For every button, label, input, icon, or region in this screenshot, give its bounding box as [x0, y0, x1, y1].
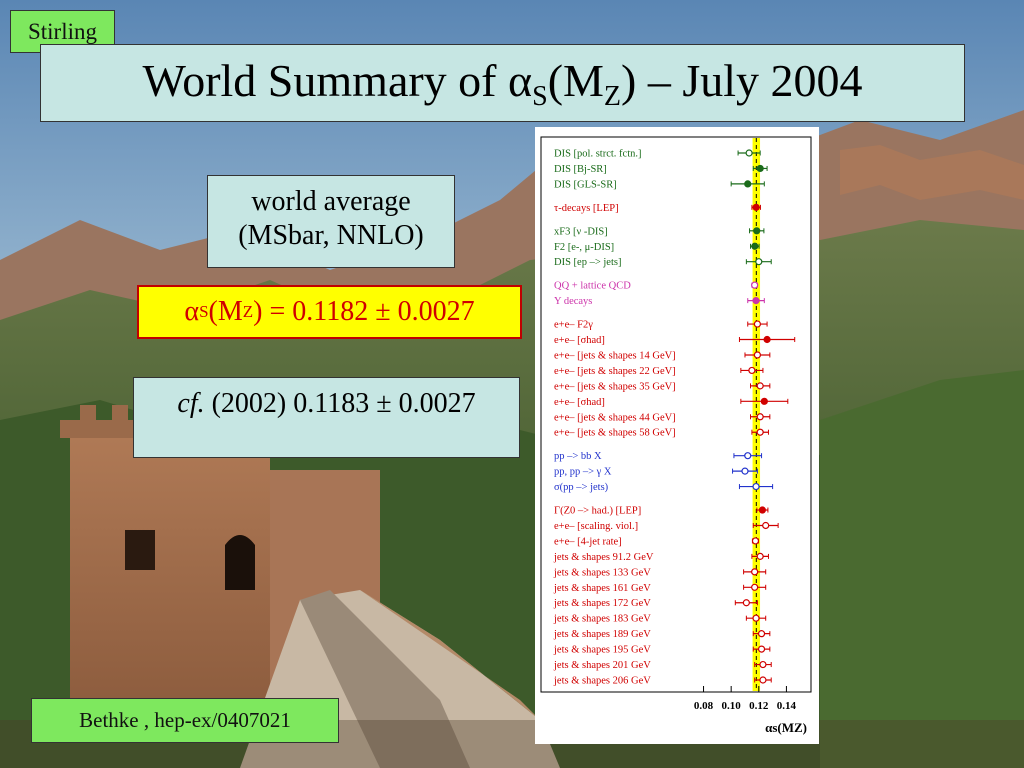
- cf-text: (2002) 0.1183 ± 0.0027: [204, 388, 476, 419]
- data-point: [748, 366, 756, 375]
- measurement-label: pp –> bb X: [554, 451, 602, 462]
- title-sub-s: S: [532, 80, 548, 112]
- page-title: World Summary of αS(MZ) – July 2004: [142, 54, 862, 113]
- x-tick-label: 0.10: [722, 700, 742, 712]
- value-sub-s: S: [199, 302, 209, 321]
- world-average-line2: (MSbar, NNLO): [238, 220, 424, 251]
- data-point: [756, 428, 764, 436]
- measurement-label: jets & shapes 201 GeV: [553, 660, 651, 671]
- measurement-label: e+e– [σhad]: [554, 335, 605, 346]
- data-point: [755, 258, 763, 266]
- data-point: [742, 599, 750, 607]
- data-point: [756, 164, 764, 173]
- measurement-label: xF3 [ν -DIS]: [554, 226, 608, 237]
- data-point: [753, 351, 762, 359]
- world-average-line1: world average: [251, 186, 411, 217]
- data-point: [751, 583, 759, 591]
- author-tag: Stirling: [10, 10, 115, 53]
- measurement-label: τ-decays [LEP]: [554, 203, 619, 214]
- x-tick-label: 0.14: [777, 700, 797, 712]
- measurement-label: DIS [ep –> jets]: [554, 257, 621, 268]
- data-point: [751, 242, 759, 250]
- title-prefix: World Summary of α: [142, 54, 533, 106]
- data-point: [744, 452, 752, 460]
- data-point: [741, 467, 749, 475]
- x-tick-label: 0.08: [694, 700, 714, 712]
- value-sub-z: Z: [242, 302, 254, 321]
- measurement-label: QQ + lattice QCD: [554, 281, 631, 292]
- measurement-label: jets & shapes 183 GeV: [553, 614, 651, 625]
- measurement-label: DIS [Bj-SR]: [554, 164, 607, 175]
- data-point: [757, 630, 766, 638]
- data-point: [752, 203, 760, 211]
- data-point: [752, 482, 760, 491]
- measurement-label: jets & shapes 91.2 GeV: [553, 552, 654, 563]
- measurement-label: e+e– [σhad]: [554, 397, 605, 408]
- measurement-label: e+e– [scaling. viol.]: [554, 521, 638, 532]
- alpha-s-summary-chart: DIS [pol. strct. fctn.] DIS [Bj-SR] DIS [G…: [535, 127, 819, 744]
- comparison-box: cf. (2002) 0.1183 ± 0.0027: [133, 377, 520, 458]
- data-point: [759, 676, 767, 684]
- measurement-label: e+e– [4-jet rate]: [554, 536, 622, 547]
- title-suffix: ) – July 2004: [621, 54, 863, 106]
- value-prefix: α: [184, 296, 200, 327]
- measurement-label: jets & shapes 195 GeV: [553, 645, 651, 656]
- reference-box: Bethke , hep-ex/0407021: [31, 698, 339, 743]
- data-point: [760, 397, 768, 405]
- measurement-label: DIS [GLS-SR]: [554, 179, 617, 190]
- data-point: [762, 521, 770, 530]
- title-mid: (M: [547, 54, 604, 106]
- cf-italic: cf.: [177, 388, 205, 419]
- data-point: [758, 506, 766, 514]
- measurement-label: e+e– [jets & shapes 58 GeV]: [554, 428, 676, 439]
- measurement-label: jets & shapes 206 GeV: [553, 676, 651, 687]
- data-point: [759, 660, 767, 669]
- data-point: [763, 335, 771, 344]
- data-point: [751, 568, 759, 576]
- alpha-s-plot: DIS [pol. strct. fctn.] DIS [Bj-SR] DIS [G…: [540, 136, 812, 735]
- data-point: [752, 614, 760, 622]
- x-axis-label: αs(MZ): [765, 720, 807, 735]
- measurement-label: F2 [e-, μ-DIS]: [554, 242, 614, 253]
- data-point: [745, 149, 753, 157]
- value-suffix: ) = 0.1182 ± 0.0027: [253, 296, 475, 327]
- title-box: World Summary of αS(MZ) – July 2004: [40, 44, 965, 122]
- data-point: [753, 227, 761, 235]
- data-point: [751, 537, 760, 545]
- author-tag-text: Stirling: [27, 18, 97, 44]
- x-tick-label: 0.12: [749, 700, 769, 712]
- measurement-label: e+e– F2γ: [554, 320, 593, 331]
- measurement-label: e+e– [jets & shapes 44 GeV]: [554, 412, 676, 423]
- measurement-label: Υ decays: [554, 296, 592, 307]
- world-average-box: world average (MSbar, NNLO): [207, 175, 455, 268]
- measurement-label: e+e– [jets & shapes 14 GeV]: [554, 350, 676, 361]
- alpha-s-value-box: α S (M Z) = 0.1182 ± 0.0027: [137, 285, 522, 339]
- measurement-label: jets & shapes 172 GeV: [553, 598, 651, 609]
- measurement-label: jets & shapes 161 GeV: [553, 583, 651, 594]
- data-point: [756, 413, 764, 421]
- data-point: [751, 281, 759, 289]
- data-point: [756, 382, 764, 390]
- plot-frame: [540, 136, 812, 693]
- title-sub-z: Z: [603, 80, 622, 112]
- measurement-label: pp, pp –> γ X: [554, 467, 612, 478]
- measurement-label: Γ(Z0 –> had.) [LEP]: [554, 506, 641, 517]
- data-point: [744, 180, 752, 188]
- data-point: [756, 552, 764, 560]
- data-point: [757, 645, 766, 653]
- data-point: [753, 320, 762, 328]
- data-point: [752, 297, 760, 305]
- measurement-label: e+e– [jets & shapes 35 GeV]: [554, 381, 676, 392]
- measurement-label: jets & shapes 133 GeV: [553, 567, 651, 578]
- measurement-label: e+e– [jets & shapes 22 GeV]: [554, 366, 676, 377]
- measurement-label: jets & shapes 189 GeV: [553, 629, 651, 640]
- value-mid: (M: [208, 296, 243, 327]
- reference-text: Bethke , hep-ex/0407021: [79, 708, 291, 732]
- measurement-label: σ(pp –> jets): [554, 482, 609, 493]
- measurement-label: DIS [pol. strct. fctn.]: [554, 149, 641, 160]
